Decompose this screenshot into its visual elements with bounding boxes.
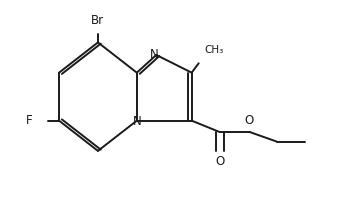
Text: N: N	[132, 115, 141, 128]
Text: CH₃: CH₃	[204, 45, 223, 55]
Text: Br: Br	[91, 14, 104, 27]
Text: O: O	[245, 114, 254, 127]
Text: F: F	[26, 114, 33, 127]
Text: N: N	[150, 49, 159, 62]
Text: O: O	[215, 155, 225, 168]
